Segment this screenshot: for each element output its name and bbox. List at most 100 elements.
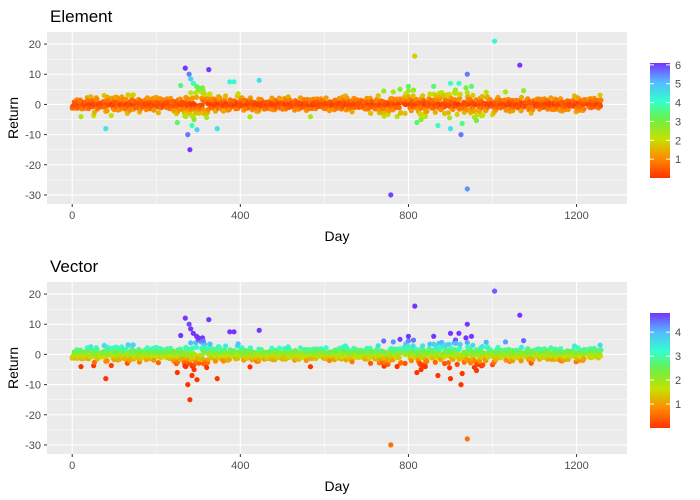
- data-point: [178, 332, 184, 339]
- data-point: [94, 96, 100, 103]
- data-point: [247, 364, 253, 370]
- data-point: [431, 83, 437, 89]
- data-point: [185, 346, 191, 352]
- y-tick-label: 0: [35, 349, 41, 361]
- data-point: [463, 335, 469, 341]
- data-point: [458, 132, 464, 138]
- y-tick-label: 10: [29, 69, 41, 81]
- data-point: [200, 88, 206, 94]
- y-tick-label: 0: [35, 99, 41, 111]
- data-point: [130, 342, 136, 348]
- data-point: [480, 112, 486, 118]
- x-tick-label: 0: [69, 210, 75, 222]
- plot-panel-background: [47, 282, 627, 454]
- data-point: [123, 346, 129, 352]
- y-tick-label: -10: [25, 130, 41, 142]
- data-point: [420, 343, 426, 349]
- data-point: [123, 96, 129, 102]
- data-point: [492, 288, 498, 294]
- data-point: [468, 333, 475, 339]
- data-point: [185, 132, 191, 138]
- y-axis-title: Return: [5, 97, 21, 139]
- data-point: [375, 343, 381, 349]
- data-point: [307, 114, 314, 120]
- data-point: [186, 321, 192, 327]
- data-point: [217, 345, 223, 351]
- data-point: [424, 358, 430, 364]
- data-point: [454, 111, 460, 117]
- plot-panel-background: [47, 32, 627, 204]
- colorbar-label: 4: [675, 327, 681, 339]
- data-points: [69, 288, 604, 448]
- x-tick-label: 400: [231, 460, 249, 472]
- data-point: [517, 62, 523, 68]
- data-point: [276, 95, 282, 101]
- data-point: [220, 358, 227, 364]
- colorbar-label: 6: [675, 60, 681, 72]
- data-point: [456, 80, 462, 86]
- data-point: [151, 107, 157, 113]
- data-point: [231, 329, 237, 335]
- data-point: [194, 344, 200, 350]
- data-point: [463, 85, 469, 91]
- data-point: [412, 303, 418, 309]
- data-point: [235, 341, 241, 347]
- data-point: [235, 91, 241, 97]
- colorbar-legend: 1 2 3 4 5 6: [650, 60, 681, 178]
- data-point: [78, 364, 84, 370]
- data-point: [457, 95, 463, 101]
- data-point: [276, 345, 282, 351]
- data-point: [390, 89, 396, 95]
- data-point: [207, 341, 213, 347]
- colorbar-label: 5: [675, 79, 681, 91]
- data-point: [196, 110, 202, 116]
- data-point: [368, 360, 374, 366]
- data-point: [405, 88, 411, 94]
- data-point: [227, 329, 233, 335]
- data-point: [473, 367, 480, 374]
- data-point: [323, 95, 329, 101]
- data-point: [424, 108, 430, 114]
- data-point: [188, 326, 194, 332]
- data-point: [402, 360, 408, 366]
- data-point: [412, 53, 418, 59]
- data-point: [217, 95, 223, 101]
- data-point: [414, 369, 420, 376]
- y-tick-label: 20: [29, 39, 41, 51]
- data-point: [435, 122, 441, 129]
- data-point: [447, 376, 454, 382]
- colorbar: [650, 313, 670, 428]
- colorbar-label: 3: [675, 351, 681, 363]
- data-point: [427, 91, 433, 97]
- data-point: [447, 330, 454, 336]
- data-point: [199, 352, 205, 358]
- data-point: [191, 366, 197, 373]
- data-point: [108, 112, 114, 119]
- data-point: [349, 359, 355, 365]
- data-point: [598, 97, 604, 103]
- data-point: [408, 108, 414, 114]
- data-point: [410, 93, 416, 99]
- data-point: [414, 119, 420, 126]
- data-point: [470, 92, 476, 98]
- colorbar-label: 3: [675, 116, 681, 128]
- data-point: [464, 340, 470, 346]
- colorbar-label: 1: [675, 154, 681, 166]
- data-point: [194, 377, 200, 383]
- data-point: [581, 106, 587, 112]
- data-point: [256, 327, 262, 333]
- data-point: [397, 336, 403, 342]
- data-point: [130, 92, 136, 98]
- data-point: [231, 79, 237, 85]
- data-point: [155, 110, 161, 116]
- data-point: [418, 105, 424, 111]
- data-point: [581, 356, 587, 362]
- data-point: [394, 113, 400, 120]
- data-point: [432, 109, 438, 115]
- data-point: [521, 88, 527, 94]
- data-point: [422, 363, 428, 370]
- data-point: [459, 370, 465, 377]
- data-point: [199, 102, 205, 108]
- data-point: [183, 113, 189, 120]
